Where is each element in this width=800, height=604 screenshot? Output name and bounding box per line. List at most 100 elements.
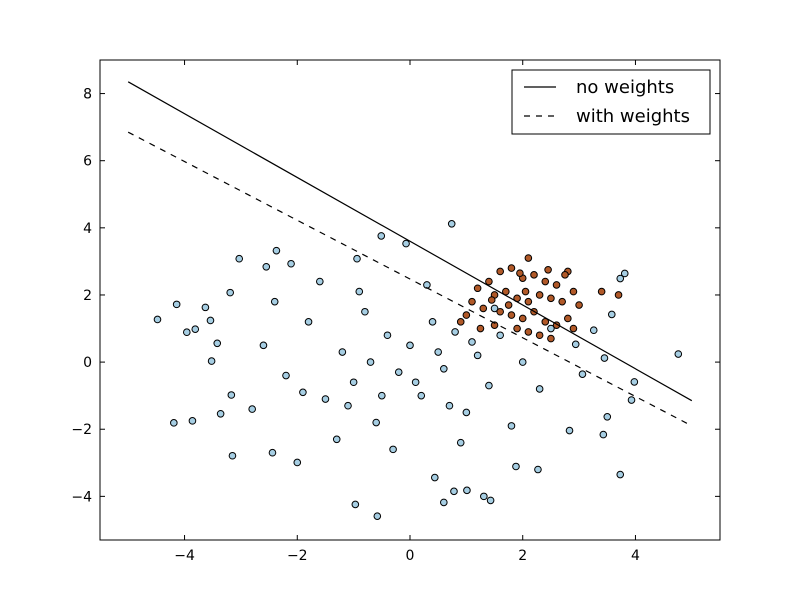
point-class-0 xyxy=(321,395,330,403)
point-class-0 xyxy=(451,328,459,336)
point-class-1 xyxy=(521,287,530,296)
point-class-1 xyxy=(476,324,485,333)
point-class-0 xyxy=(589,326,598,335)
point-class-1 xyxy=(547,294,555,303)
point-class-0 xyxy=(373,512,382,520)
point-class-0 xyxy=(349,378,358,387)
point-class-0 xyxy=(287,259,295,268)
y-tick-label: 6 xyxy=(83,154,92,170)
point-class-0 xyxy=(299,388,307,397)
point-class-1 xyxy=(530,271,538,279)
point-class-0 xyxy=(445,401,454,410)
point-class-1 xyxy=(544,265,552,274)
point-class-1 xyxy=(490,321,499,329)
lines-layer xyxy=(127,81,693,427)
point-class-0 xyxy=(389,445,397,454)
point-class-0 xyxy=(206,316,215,325)
point-class-0 xyxy=(394,368,403,376)
point-class-0 xyxy=(496,331,504,340)
point-class-1 xyxy=(516,269,524,277)
point-class-0 xyxy=(361,307,369,316)
point-class-1 xyxy=(524,328,533,336)
point-class-0 xyxy=(207,357,216,365)
point-class-0 xyxy=(565,426,574,435)
point-class-0 xyxy=(535,385,544,393)
point-class-0 xyxy=(372,418,380,427)
point-class-1 xyxy=(507,311,516,319)
point-class-0 xyxy=(507,422,516,430)
point-class-1 xyxy=(513,324,521,333)
point-class-0 xyxy=(674,350,683,358)
point-class-0 xyxy=(353,254,361,263)
point-class-1 xyxy=(504,301,513,309)
point-class-0 xyxy=(578,370,587,378)
y-tick-label: 4 xyxy=(83,221,92,237)
legend-label-with-weights: with weights xyxy=(576,106,690,127)
point-class-0 xyxy=(262,262,271,271)
point-class-1 xyxy=(496,307,504,316)
point-class-0 xyxy=(191,325,200,334)
point-class-1 xyxy=(496,267,504,276)
point-class-0 xyxy=(630,378,639,386)
point-class-0 xyxy=(172,300,181,309)
point-class-0 xyxy=(534,465,542,474)
point-class-0 xyxy=(480,492,488,501)
point-class-0 xyxy=(462,408,471,417)
point-class-1 xyxy=(552,281,561,289)
point-class-1 xyxy=(614,291,623,299)
point-class-0 xyxy=(402,239,410,248)
point-class-1 xyxy=(535,331,544,340)
point-class-0 xyxy=(512,462,520,471)
point-class-0 xyxy=(616,274,625,283)
point-class-0 xyxy=(485,381,493,390)
x-tick-label: 0 xyxy=(406,548,415,564)
point-class-0 xyxy=(270,297,279,306)
point-class-0 xyxy=(468,338,476,346)
point-class-0 xyxy=(440,365,448,373)
point-class-1 xyxy=(524,297,533,306)
x-tick-label: 2 xyxy=(518,548,527,564)
point-class-1 xyxy=(558,297,566,306)
point-class-0 xyxy=(201,303,210,312)
point-class-0 xyxy=(351,500,360,509)
point-class-1 xyxy=(569,324,578,333)
point-class-0 xyxy=(338,348,347,356)
point-class-0 xyxy=(627,396,636,404)
point-class-0 xyxy=(183,328,191,337)
point-class-0 xyxy=(272,246,281,255)
point-class-1 xyxy=(468,297,476,306)
point-class-1 xyxy=(462,311,471,319)
point-class-1 xyxy=(456,318,465,326)
point-class-0 xyxy=(213,339,222,348)
point-class-0 xyxy=(486,496,495,505)
point-class-0 xyxy=(248,405,256,413)
x-tick-label: 4 xyxy=(631,548,640,564)
line-with-weights xyxy=(127,131,693,427)
point-class-0 xyxy=(456,438,465,447)
point-class-1 xyxy=(479,304,488,313)
point-class-0 xyxy=(434,348,442,356)
point-class-1 xyxy=(507,264,516,272)
point-class-0 xyxy=(518,358,527,366)
point-class-0 xyxy=(431,473,439,482)
legend-label-no-weights: no weights xyxy=(576,77,674,98)
point-class-1 xyxy=(541,277,550,286)
point-class-0 xyxy=(316,277,324,286)
point-class-0 xyxy=(377,232,386,240)
point-class-0 xyxy=(259,341,268,350)
point-class-0 xyxy=(383,331,392,340)
point-class-1 xyxy=(485,277,493,286)
x-tick-label: −2 xyxy=(287,548,308,564)
point-class-0 xyxy=(235,254,244,263)
point-class-0 xyxy=(188,417,197,425)
point-class-0 xyxy=(282,371,290,380)
point-class-1 xyxy=(473,284,482,293)
point-class-1 xyxy=(487,296,496,304)
point-class-0 xyxy=(428,318,437,326)
point-class-0 xyxy=(490,304,499,313)
point-class-0 xyxy=(616,470,625,479)
point-class-0 xyxy=(378,391,386,400)
point-class-0 xyxy=(463,486,471,495)
point-class-0 xyxy=(332,435,341,444)
